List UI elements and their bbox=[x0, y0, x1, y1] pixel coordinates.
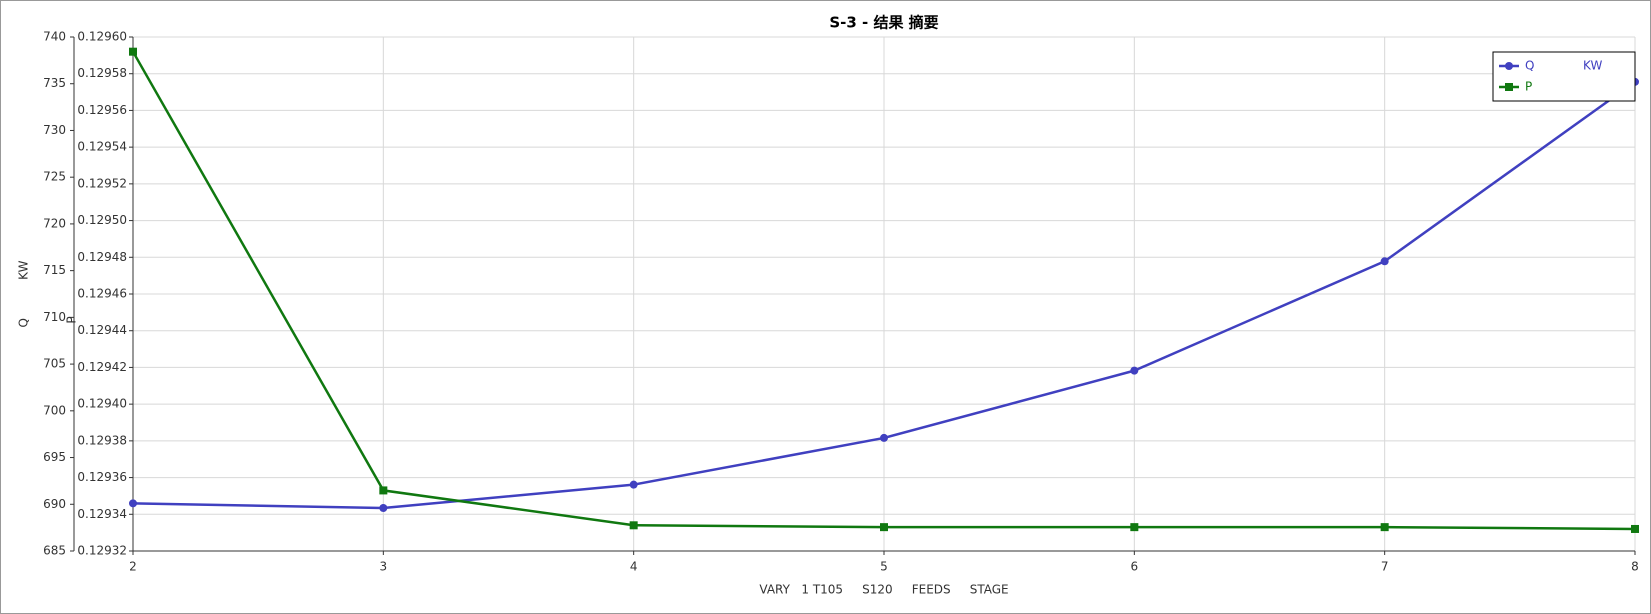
x-axis-label: VARY 1 T105 S120 FEEDS STAGE bbox=[759, 583, 1008, 597]
point bbox=[1380, 523, 1389, 532]
y-tick-label: 690 bbox=[43, 497, 66, 511]
y2-tick-label: 0.12954 bbox=[77, 140, 127, 154]
y-tick-label: 740 bbox=[43, 30, 66, 44]
y2-tick-label: 0.12948 bbox=[77, 250, 127, 264]
legend-label: Q bbox=[1525, 59, 1534, 73]
y2-tick-label: 0.12958 bbox=[77, 66, 127, 80]
x-tick-label: 5 bbox=[880, 560, 888, 574]
x-tick-label: 4 bbox=[630, 560, 638, 574]
y2-tick-label: 0.12934 bbox=[77, 507, 127, 521]
point bbox=[379, 486, 388, 495]
y2-tick-label: 0.12956 bbox=[77, 103, 127, 117]
y-tick-label: 735 bbox=[43, 76, 66, 90]
y2-tick-label: 0.12960 bbox=[77, 30, 127, 44]
y-tick-label: 700 bbox=[43, 403, 66, 417]
legend-marker bbox=[1505, 62, 1513, 70]
point bbox=[880, 433, 888, 442]
x-tick-label: 3 bbox=[380, 560, 388, 574]
point bbox=[880, 523, 888, 532]
x-tick-label: 2 bbox=[129, 560, 137, 574]
y-tick-label: 730 bbox=[43, 123, 66, 137]
y-tick-label: 710 bbox=[43, 310, 66, 324]
point bbox=[1631, 524, 1639, 533]
y-tick-label: 695 bbox=[43, 450, 66, 464]
y-tick-label: 705 bbox=[43, 357, 66, 371]
x-tick-label: 6 bbox=[1131, 560, 1139, 574]
y-tick-label: 720 bbox=[43, 216, 66, 230]
point bbox=[129, 499, 137, 508]
chart-title: S-3 - 结果 摘要 bbox=[829, 14, 938, 32]
y2-tick-label: 0.12952 bbox=[77, 176, 127, 190]
y-tick-label: 725 bbox=[43, 170, 66, 184]
point bbox=[629, 480, 638, 489]
y-tick-label: 715 bbox=[43, 263, 66, 277]
legend-unit: KW bbox=[1583, 59, 1602, 73]
x-tick-label: 8 bbox=[1631, 560, 1639, 574]
y2-axis-label: P bbox=[65, 316, 79, 323]
y-axis-label: Q KW bbox=[17, 260, 31, 327]
y2-tick-label: 0.12944 bbox=[77, 323, 127, 337]
y2-tick-label: 0.12932 bbox=[77, 544, 127, 558]
point bbox=[129, 47, 137, 56]
point bbox=[1130, 366, 1139, 375]
point bbox=[1380, 257, 1389, 266]
y2-tick-label: 0.12940 bbox=[77, 397, 127, 411]
x-tick-label: 7 bbox=[1381, 560, 1389, 574]
y-tick-label: 685 bbox=[43, 544, 66, 558]
point bbox=[379, 504, 388, 513]
y2-tick-label: 0.12946 bbox=[77, 287, 127, 301]
y2-tick-label: 0.12938 bbox=[77, 433, 127, 447]
legend-label: P bbox=[1525, 80, 1532, 94]
legend-box bbox=[1492, 51, 1636, 102]
y2-tick-label: 0.12950 bbox=[77, 213, 127, 227]
y2-tick-label: 0.12942 bbox=[77, 360, 127, 374]
y2-tick-label: 0.12936 bbox=[77, 470, 127, 484]
legend-marker bbox=[1505, 83, 1513, 91]
point bbox=[629, 521, 638, 530]
point bbox=[1130, 523, 1139, 532]
